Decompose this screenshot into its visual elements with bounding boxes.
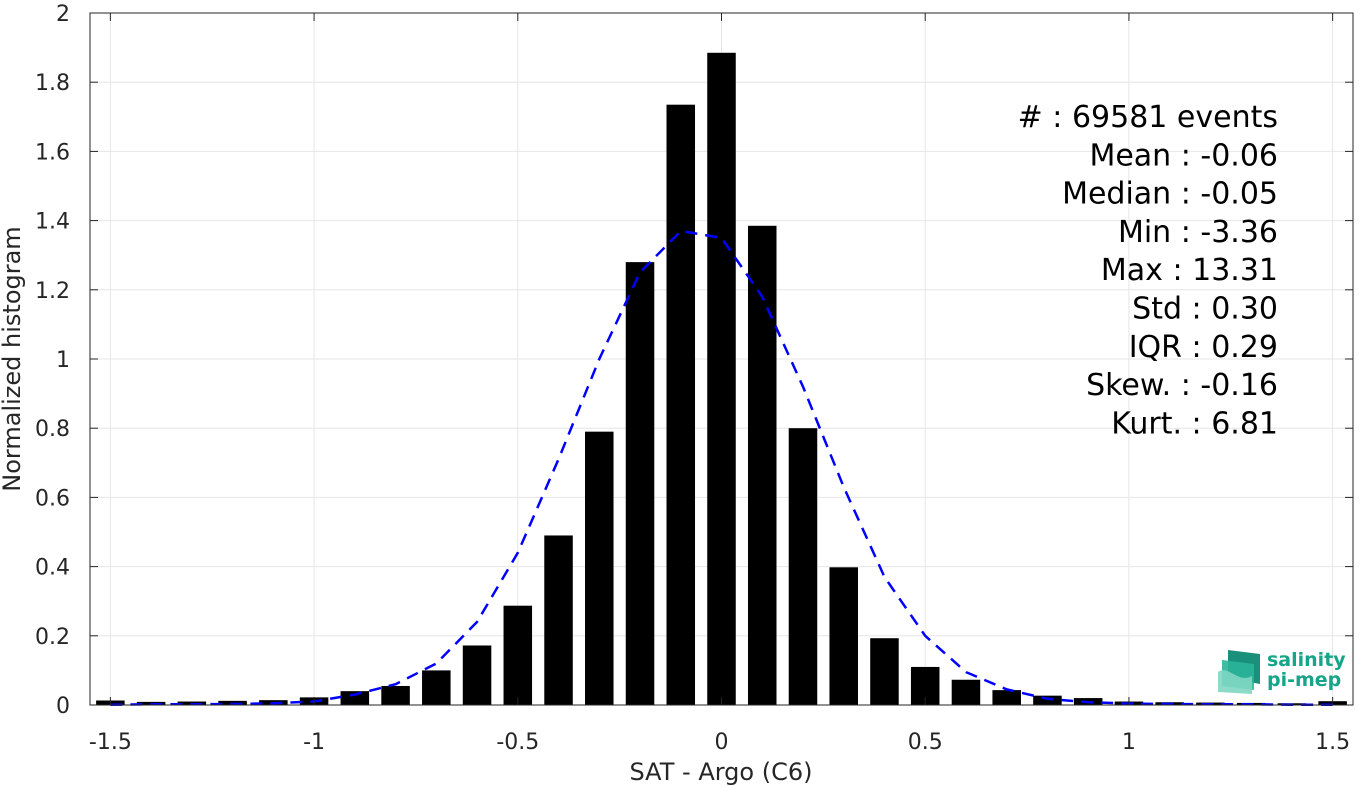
histogram-bar xyxy=(381,685,410,705)
y-tick-label: 0.8 xyxy=(35,417,70,442)
y-tick-label: 0.4 xyxy=(35,556,70,581)
x-tick-label: 0.5 xyxy=(908,730,943,755)
x-tick-label: 1.5 xyxy=(1315,730,1350,755)
histogram-bar xyxy=(340,691,370,705)
histogram-bars xyxy=(96,52,1347,706)
histogram-bar xyxy=(503,605,533,705)
histogram-bar xyxy=(544,535,573,705)
stat-annotation: Skew. : -0.16 xyxy=(1086,368,1278,403)
stat-annotation: Max : 13.31 xyxy=(1101,253,1278,288)
stat-annotation: Median : -0.05 xyxy=(1062,177,1278,212)
histogram-bar xyxy=(666,104,696,705)
x-tick-label: 1 xyxy=(1122,730,1136,755)
histogram-bar xyxy=(788,428,818,705)
histogram-bar xyxy=(462,645,492,705)
histogram-bar xyxy=(951,679,981,705)
y-axis-label: Normalized histogram xyxy=(0,226,26,491)
logo-line1: salinity xyxy=(1267,649,1346,671)
axes xyxy=(89,12,1354,706)
histogram-bar xyxy=(747,225,777,706)
y-tick-label: 0.6 xyxy=(35,486,70,511)
plot-frame xyxy=(89,12,1354,706)
logo-line2: pi-mep xyxy=(1267,669,1341,691)
y-tick-label: 2 xyxy=(56,2,70,27)
histogram-bar xyxy=(870,638,899,705)
y-tick-label: 1.6 xyxy=(35,140,70,165)
salinity-pi-mep-logo: salinity pi-mep xyxy=(1218,649,1346,694)
stat-annotation: Min : -3.36 xyxy=(1118,215,1278,250)
y-tick-label: 1.8 xyxy=(35,71,70,96)
stat-annotation: Kurt. : 6.81 xyxy=(1111,406,1278,441)
stat-annotation: Mean : -0.06 xyxy=(1089,138,1278,173)
y-tick-label: 0 xyxy=(56,694,70,719)
histogram-bar xyxy=(422,670,451,705)
x-tick-label: -1.5 xyxy=(89,730,132,755)
histogram-bar xyxy=(1033,695,1062,705)
x-tick-label: 0 xyxy=(715,730,729,755)
y-tick-label: 1.4 xyxy=(35,210,70,235)
stat-annotation: IQR : 0.29 xyxy=(1129,330,1278,365)
histogram-bar xyxy=(625,262,655,705)
histogram-bar xyxy=(585,431,614,705)
histogram-bar xyxy=(829,567,858,705)
y-tick-labels: 0 0.2 0.4 0.6 0.8 1 1.2 1.4 1.6 1.8 2 xyxy=(35,2,70,719)
y-tick-label: 1.2 xyxy=(35,279,70,304)
histogram-bar xyxy=(992,690,1021,705)
y-tick-label: 1 xyxy=(56,348,70,373)
stat-annotation: # : 69581 events xyxy=(1018,100,1278,135)
x-tick-label: -1 xyxy=(303,730,325,755)
x-axis-label: SAT - Argo (C6) xyxy=(630,758,813,786)
stat-annotation: Std : 0.30 xyxy=(1132,292,1278,327)
y-tick-label: 0.2 xyxy=(35,625,70,650)
histogram-bar xyxy=(707,52,736,706)
x-tick-labels: -1.5 -1 -0.5 0 0.5 1 1.5 xyxy=(89,730,1350,755)
x-tick-label: -0.5 xyxy=(496,730,539,755)
logo-wave-icon xyxy=(1218,650,1260,694)
